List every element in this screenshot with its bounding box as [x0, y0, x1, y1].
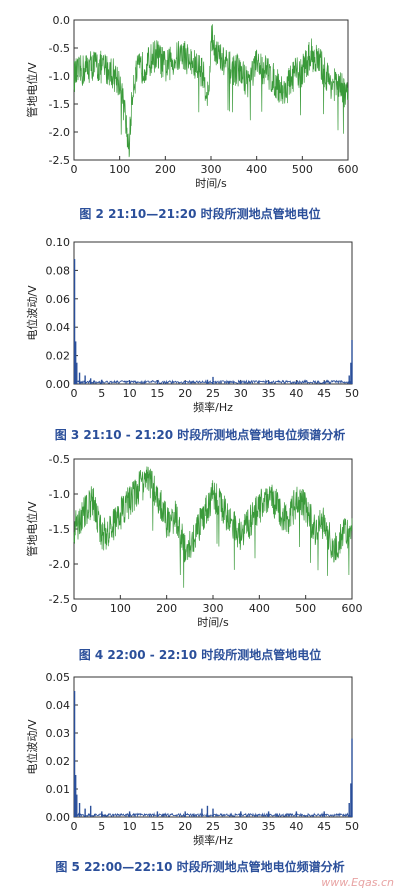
y-tick-label: 0.08: [46, 264, 71, 277]
y-tick-label: 0.03: [46, 727, 71, 740]
y-tick-label: 0.05: [46, 671, 71, 684]
x-tick-label: 40: [289, 387, 303, 400]
x-tick-label: 45: [317, 387, 331, 400]
chart-1-caption: 图 2 21:10—21:20 时段所测地点管地电位: [79, 207, 321, 221]
x-tick-label: 0: [71, 820, 78, 833]
y-tick-label: -1.5: [49, 98, 70, 111]
y-tick-label: -2.5: [49, 593, 70, 606]
x-axis-label: 频率/Hz: [193, 833, 233, 847]
y-tick-label: 0.01: [46, 783, 71, 796]
y-tick-label: -1.0: [49, 488, 70, 501]
x-tick-label: 0: [71, 387, 78, 400]
x-axis-label: 时间/s: [195, 177, 227, 190]
y-tick-label: -1.0: [49, 70, 70, 83]
x-tick-label: 10: [123, 387, 137, 400]
chart-panel-2: 0 5 10 15 20 25 30 35 40 45 50 0.10 0.08 0.06 0.04 0.02…: [0, 228, 400, 418]
x-tick-label: 20: [178, 820, 192, 833]
y-tick-label: 0.10: [46, 236, 71, 249]
x-tick-label: 50: [345, 387, 359, 400]
y-tick-label: -0.5: [49, 42, 70, 55]
x-tick-label: 10: [123, 820, 137, 833]
chart-panel-4: 0 5 10 15 20 25 30 35 40 45 50 0.05 0.04 0.03 0.02 0.01…: [0, 667, 400, 852]
y-tick-label: -2.0: [49, 558, 70, 571]
chart-4-caption: 图 5 22:00—22:10 时段所测地点管地电位频谱分析: [55, 860, 345, 874]
x-tick-label: 0: [71, 602, 78, 615]
y-axis-label: 电位波动/V: [25, 719, 39, 775]
plot-frame: [73, 676, 353, 818]
chart-2-caption: 图 3 21:10 - 21:20 时段所测地点管地电位频谱分析: [54, 428, 346, 442]
x-tick-label: 35: [262, 387, 276, 400]
x-tick-label: 100: [110, 602, 131, 615]
x-tick-label: 50: [345, 820, 359, 833]
x-tick-label: 15: [150, 387, 164, 400]
x-tick-label: 0: [71, 163, 78, 176]
chart-3: 0 100 200 300 400 500 600 -0.5 -1.0 -1.5 -2.0 -2.5 时…: [25, 453, 363, 629]
x-axis-label: 时间/s: [197, 616, 229, 629]
x-axis-label: 频率/Hz: [193, 400, 233, 414]
x-tick-label: 30: [234, 820, 248, 833]
x-tick-label: 45: [317, 820, 331, 833]
x-tick-label: 300: [203, 602, 224, 615]
chart-1: 0 100 200 300 400 500 600 0.0 -0.5 -1.0 -1.5 -2.0 -2…: [25, 14, 359, 190]
signal-trace-noise: [73, 24, 349, 158]
x-tick-label: 5: [98, 820, 105, 833]
y-tick-label: 0.04: [46, 699, 71, 712]
x-tick-label: 35: [262, 820, 276, 833]
x-tick-label: 100: [109, 163, 130, 176]
x-tick-label: 400: [246, 163, 267, 176]
y-tick-label: -2.0: [49, 126, 70, 139]
chart-2: 0 5 10 15 20 25 30 35 40 45 50 0.10 0.08 0.06 0.04 0.02…: [25, 236, 359, 414]
x-tick-label: 40: [289, 820, 303, 833]
y-tick-label: -0.5: [49, 453, 70, 466]
x-tick-label: 500: [295, 602, 316, 615]
y-tick-label: 0.04: [46, 321, 71, 334]
signal-trace-noise: [73, 466, 353, 588]
x-tick-label: 600: [342, 602, 363, 615]
y-tick-label: 0.02: [46, 350, 71, 363]
chart-panel-1: 0 100 200 300 400 500 600 0.0 -0.5 -1.0 -1.5 -2.0 -2…: [0, 0, 400, 200]
y-axis-label: 管地电位/V: [25, 501, 39, 557]
chart-3-caption: 图 4 22:00 - 22:10 时段所测地点管地电位: [78, 648, 322, 662]
x-tick-label: 15: [150, 820, 164, 833]
x-tick-label: 25: [206, 820, 220, 833]
x-tick-label: 300: [201, 163, 222, 176]
chart-4: 0 5 10 15 20 25 30 35 40 45 50 0.05 0.04 0.03 0.02 0.01…: [25, 671, 359, 847]
y-tick-label: 0.0: [53, 14, 71, 27]
plot-frame: [73, 241, 353, 385]
y-tick-label: -2.5: [49, 154, 70, 167]
chart-panel-3: 0 100 200 300 400 500 600 -0.5 -1.0 -1.5 -2.0 -2.5 时…: [0, 447, 400, 642]
x-tick-label: 30: [234, 387, 248, 400]
x-tick-label: 400: [249, 602, 270, 615]
y-tick-label: -1.5: [49, 523, 70, 536]
y-tick-label: 0.00: [46, 378, 71, 391]
y-axis-label: 管地电位/V: [25, 62, 39, 118]
y-tick-label: 0.00: [46, 811, 71, 824]
watermark-text: www.Eqas.cn: [321, 876, 394, 889]
x-tick-label: 25: [206, 387, 220, 400]
x-tick-label: 500: [292, 163, 313, 176]
y-tick-label: 0.06: [46, 293, 71, 306]
x-tick-label: 200: [156, 602, 177, 615]
y-tick-label: 0.02: [46, 755, 71, 768]
x-tick-label: 20: [178, 387, 192, 400]
x-tick-label: 5: [98, 387, 105, 400]
x-tick-label: 200: [155, 163, 176, 176]
y-axis-label: 电位波动/V: [25, 285, 39, 341]
x-tick-label: 600: [338, 163, 359, 176]
